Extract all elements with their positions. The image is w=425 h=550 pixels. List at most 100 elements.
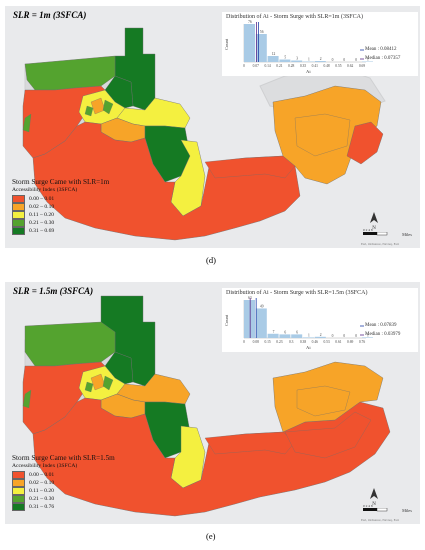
panel-title: SLR = 1.5m (3SFCA) xyxy=(13,286,94,296)
histogram-bar xyxy=(291,60,303,62)
histogram-bar xyxy=(255,34,267,62)
legend-label: 0.00 – 0.01 xyxy=(29,196,55,202)
legend-swatch xyxy=(12,503,25,511)
map-legend: Storm Surge Came with SLR=1.5m Accessibi… xyxy=(12,454,115,511)
legend-subtitle: Accessibility Index (3SFCA) xyxy=(12,187,78,193)
histogram-count-label: 0 xyxy=(332,58,334,62)
histogram-bar xyxy=(279,334,291,338)
histogram-tick-label: 0.76 xyxy=(359,340,365,344)
histogram-bar xyxy=(244,300,255,338)
legend-item: 0.31 – 0.76 xyxy=(12,503,115,511)
histogram-tick-label: 0.21 xyxy=(276,64,282,68)
histogram-bar xyxy=(362,61,373,62)
legend-item: 0.02 – 0.10 xyxy=(12,479,115,487)
histogram-count-label: 6 xyxy=(296,330,298,334)
histogram-tick-label: 0.62 xyxy=(347,64,353,68)
accessibility-map-d xyxy=(22,27,386,241)
histogram-bar xyxy=(267,56,279,62)
histogram-bar xyxy=(267,333,279,338)
histogram-tick-label: 0.23 xyxy=(276,340,282,344)
map-credit: Esri, Ordnance, Navteq, Esri xyxy=(361,518,399,522)
legend-item: 0.21 – 0.30 xyxy=(12,219,109,227)
histogram-tick-label: 0.14 xyxy=(264,64,270,68)
map-credit: Esri, Ordnance, Navteq, Esri xyxy=(361,242,399,246)
histogram-count-label: 49 xyxy=(260,304,264,308)
histogram-tick-label: 0 xyxy=(243,340,245,344)
legend-label: 0.00 – 0.01 xyxy=(29,472,55,478)
median-label: Median : 0.07357 xyxy=(365,56,401,61)
scale-unit: Miles xyxy=(402,232,412,237)
histogram-xlabel: Ai xyxy=(306,69,311,74)
mean-label: Mean : 0.07839 xyxy=(365,323,397,328)
histogram-count-label: 5 xyxy=(284,56,286,60)
histogram-tick-label: 0.15 xyxy=(264,340,270,344)
legend-item: 0.00 – 0.01 xyxy=(12,195,109,203)
legend-swatch xyxy=(12,211,25,219)
histogram-tick-label: 0.3 xyxy=(289,340,294,344)
legend-swatch xyxy=(12,219,25,227)
legend-swatch xyxy=(12,227,25,235)
legend-item: 0.11 – 0.20 xyxy=(12,211,109,219)
legend-label: 0.02 – 0.10 xyxy=(29,204,55,210)
histogram-count-label: 2 xyxy=(320,57,322,61)
legend-label: 0.31 – 0.69 xyxy=(29,228,55,234)
panel-letter-d: (d) xyxy=(206,255,216,265)
histogram-count-label: 0 xyxy=(355,58,357,62)
mean-label: Mean : 0.08412 xyxy=(365,47,397,52)
histogram-bar xyxy=(362,337,373,338)
north-label: N xyxy=(372,502,376,507)
legend-item: 0.00 – 0.01 xyxy=(12,471,115,479)
histogram-count-label: 3 xyxy=(296,57,298,61)
legend-swatch xyxy=(12,495,25,503)
histogram-title: Distribution of Ai - Storm Surge with SL… xyxy=(226,14,363,20)
histogram-count-label: 1 xyxy=(308,333,310,337)
scale-bar-icon xyxy=(363,507,388,512)
histogram-plot: 634976612000100.080.150.230.30.380.460.5… xyxy=(243,296,373,344)
region-east-red xyxy=(346,121,384,165)
legend-label: 0.11 – 0.20 xyxy=(29,488,54,494)
scale-ticks: 0 2 4 8 xyxy=(363,228,373,232)
histogram-count-label: 1 xyxy=(367,333,369,337)
histogram-tick-label: 0 xyxy=(243,64,245,68)
legend-label: 0.02 – 0.10 xyxy=(29,480,55,486)
histogram-count-label: 0 xyxy=(343,334,345,338)
histogram-count-label: 7 xyxy=(273,330,275,334)
histogram-tick-label: 0.35 xyxy=(300,64,306,68)
histogram-tick-label: 0.55 xyxy=(335,64,341,68)
median-label: Median : 0.03979 xyxy=(365,332,401,337)
north-arrow: N xyxy=(369,488,379,507)
legend-item: 0.21 – 0.30 xyxy=(12,495,115,503)
histogram-count-label: 12 xyxy=(272,52,276,56)
panel-title: SLR = 1m (3SFCA) xyxy=(13,10,87,20)
histogram-tick-label: 0.07 xyxy=(253,64,259,68)
histogram-count-label: 1 xyxy=(367,58,369,62)
legend-label: 0.11 – 0.20 xyxy=(29,212,54,218)
panel-letter-e: (e) xyxy=(206,531,216,541)
histogram-count-label: 6 xyxy=(284,330,286,334)
scale-ticks: 0 2 4 8 xyxy=(363,504,373,508)
histogram-bar xyxy=(314,61,326,62)
legend-title: Storm Surge Came with SLR=1m xyxy=(12,178,110,186)
legend-item: 0.11 – 0.20 xyxy=(12,487,115,495)
legend-label: 0.21 – 0.30 xyxy=(29,496,55,502)
region-north-dark-green xyxy=(114,27,156,111)
histogram-inset: Distribution of Ai - Storm Surge with SL… xyxy=(222,12,418,76)
scale-unit: Miles xyxy=(402,508,412,513)
north-arrow-icon xyxy=(370,212,378,223)
map-panel-d: SLR = 1m (3SFCA) Distribution of Ai - St… xyxy=(5,6,420,248)
histogram-tick-label: 0.41 xyxy=(312,64,318,68)
histogram-tick-label: 0.48 xyxy=(323,64,329,68)
legend-subtitle: Accessibility Index (3SFCA) xyxy=(12,463,78,469)
legend-swatch xyxy=(12,487,25,495)
region-northwest-green xyxy=(24,321,116,367)
histogram-tick-label: 0.69 xyxy=(359,64,365,68)
histogram-tick-label: 0.38 xyxy=(300,340,306,344)
histogram-ylabel: Count xyxy=(224,38,230,51)
histogram-tick-label: 0.61 xyxy=(335,340,341,344)
histogram-count-label: 2 xyxy=(320,333,322,337)
scale-bar-icon xyxy=(363,231,388,236)
histogram-count-label: 1 xyxy=(308,58,310,62)
legend-label: 0.31 – 0.76 xyxy=(29,504,55,510)
histogram-ylabel: Count xyxy=(224,314,230,327)
